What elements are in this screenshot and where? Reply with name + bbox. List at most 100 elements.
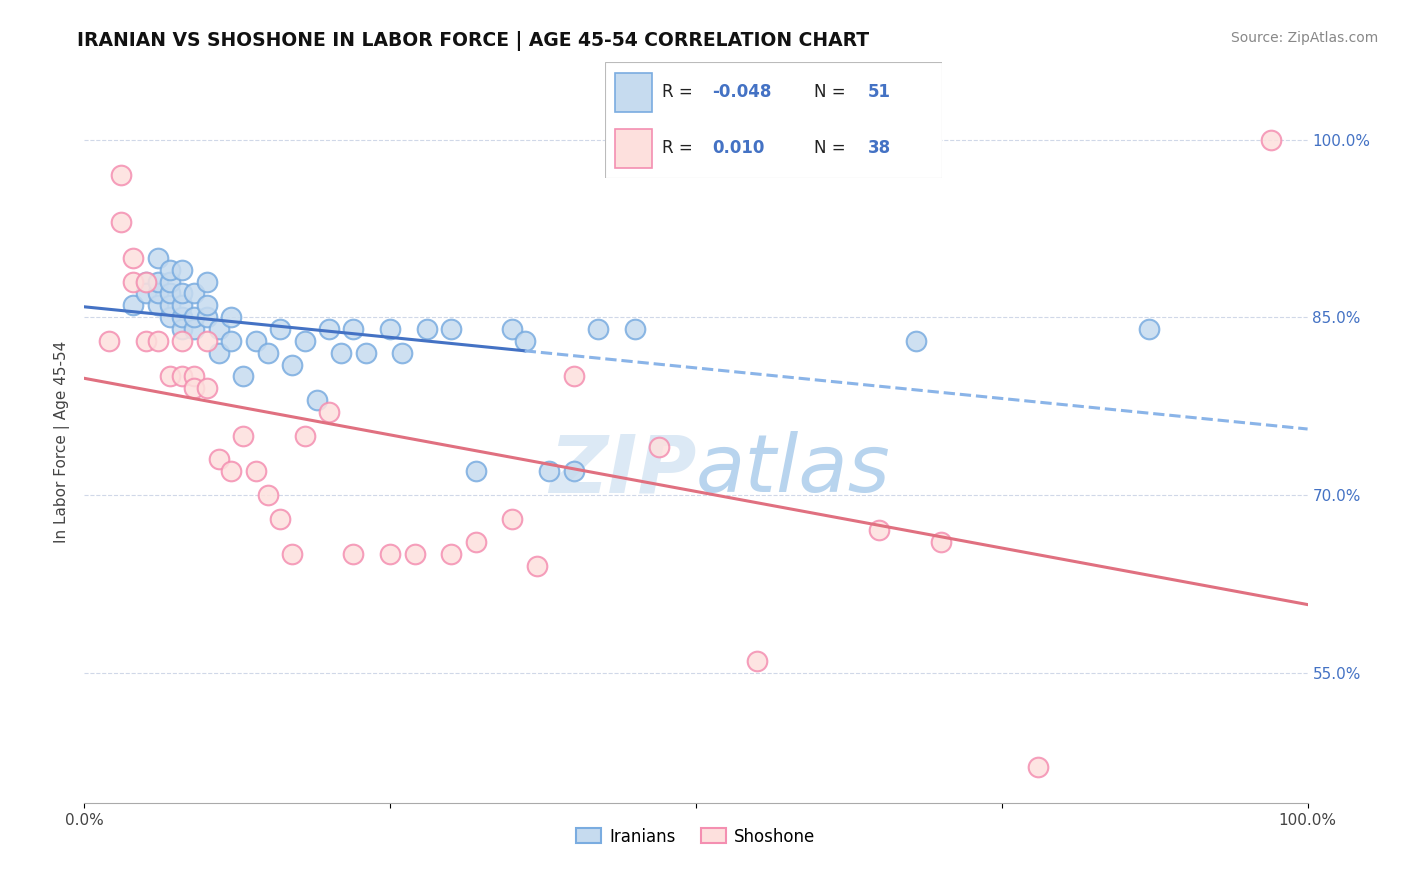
Text: IRANIAN VS SHOSHONE IN LABOR FORCE | AGE 45-54 CORRELATION CHART: IRANIAN VS SHOSHONE IN LABOR FORCE | AGE… — [77, 31, 869, 51]
Point — [172, 369, 194, 384]
FancyBboxPatch shape — [605, 62, 942, 178]
Point — [245, 334, 267, 348]
Point — [122, 298, 145, 312]
Point — [269, 511, 291, 525]
Point — [219, 310, 242, 325]
Point — [146, 298, 169, 312]
Point — [146, 286, 169, 301]
Point — [257, 345, 280, 359]
Point — [183, 369, 205, 384]
Point — [318, 405, 340, 419]
Point — [195, 310, 218, 325]
Point — [208, 322, 231, 336]
Text: N =: N = — [814, 138, 851, 157]
Point — [110, 168, 132, 182]
Point — [905, 334, 928, 348]
Text: R =: R = — [662, 138, 697, 157]
Point — [526, 558, 548, 573]
Text: R =: R = — [662, 83, 697, 101]
Point — [502, 511, 524, 525]
Point — [305, 393, 328, 408]
Point — [416, 322, 439, 336]
Point — [146, 334, 169, 348]
Point — [146, 275, 169, 289]
Point — [135, 334, 157, 348]
Text: 38: 38 — [868, 138, 891, 157]
Point — [513, 334, 536, 348]
Text: N =: N = — [814, 83, 851, 101]
Point — [269, 322, 291, 336]
Point — [183, 381, 205, 395]
Point — [586, 322, 609, 336]
Point — [342, 322, 364, 336]
Point — [330, 345, 353, 359]
Point — [257, 488, 280, 502]
Point — [869, 524, 891, 538]
Point — [538, 464, 561, 478]
Point — [342, 547, 364, 561]
Point — [380, 547, 402, 561]
Point — [380, 322, 402, 336]
Point — [159, 298, 181, 312]
Point — [404, 547, 426, 561]
Point — [146, 251, 169, 265]
Point — [502, 322, 524, 336]
Point — [122, 251, 145, 265]
Point — [391, 345, 413, 359]
Point — [159, 369, 181, 384]
Point — [172, 286, 194, 301]
Point — [281, 358, 304, 372]
Point — [195, 298, 218, 312]
Point — [172, 262, 194, 277]
Point — [208, 345, 231, 359]
FancyBboxPatch shape — [614, 73, 652, 112]
Point — [122, 275, 145, 289]
Point — [624, 322, 647, 336]
Point — [562, 369, 585, 384]
Point — [159, 262, 181, 277]
Point — [195, 334, 218, 348]
Point — [159, 286, 181, 301]
Point — [172, 310, 194, 325]
Point — [318, 322, 340, 336]
Text: -0.048: -0.048 — [713, 83, 772, 101]
Point — [208, 452, 231, 467]
Point — [354, 345, 377, 359]
Point — [135, 275, 157, 289]
Point — [1260, 132, 1282, 146]
Point — [1028, 760, 1050, 774]
Text: 51: 51 — [868, 83, 891, 101]
FancyBboxPatch shape — [614, 128, 652, 168]
Point — [929, 535, 952, 549]
Point — [294, 334, 316, 348]
Point — [183, 310, 205, 325]
Point — [281, 547, 304, 561]
Point — [195, 275, 218, 289]
Point — [97, 334, 120, 348]
Point — [159, 275, 181, 289]
Point — [135, 275, 157, 289]
Point — [159, 310, 181, 325]
Point — [562, 464, 585, 478]
Point — [1137, 322, 1160, 336]
Legend: Iranians, Shoshone: Iranians, Shoshone — [569, 821, 823, 852]
Point — [172, 334, 194, 348]
Text: atlas: atlas — [696, 432, 891, 509]
Point — [135, 286, 157, 301]
Text: ZIP: ZIP — [548, 432, 696, 509]
Point — [232, 428, 254, 442]
Point — [245, 464, 267, 478]
Text: Source: ZipAtlas.com: Source: ZipAtlas.com — [1230, 31, 1378, 45]
Text: 0.010: 0.010 — [713, 138, 765, 157]
Point — [440, 322, 463, 336]
Point — [648, 441, 671, 455]
Point — [219, 464, 242, 478]
Point — [219, 334, 242, 348]
Y-axis label: In Labor Force | Age 45-54: In Labor Force | Age 45-54 — [55, 341, 70, 542]
Point — [183, 286, 205, 301]
Point — [464, 535, 486, 549]
Point — [110, 215, 132, 229]
Point — [183, 322, 205, 336]
Point — [195, 381, 218, 395]
Point — [232, 369, 254, 384]
